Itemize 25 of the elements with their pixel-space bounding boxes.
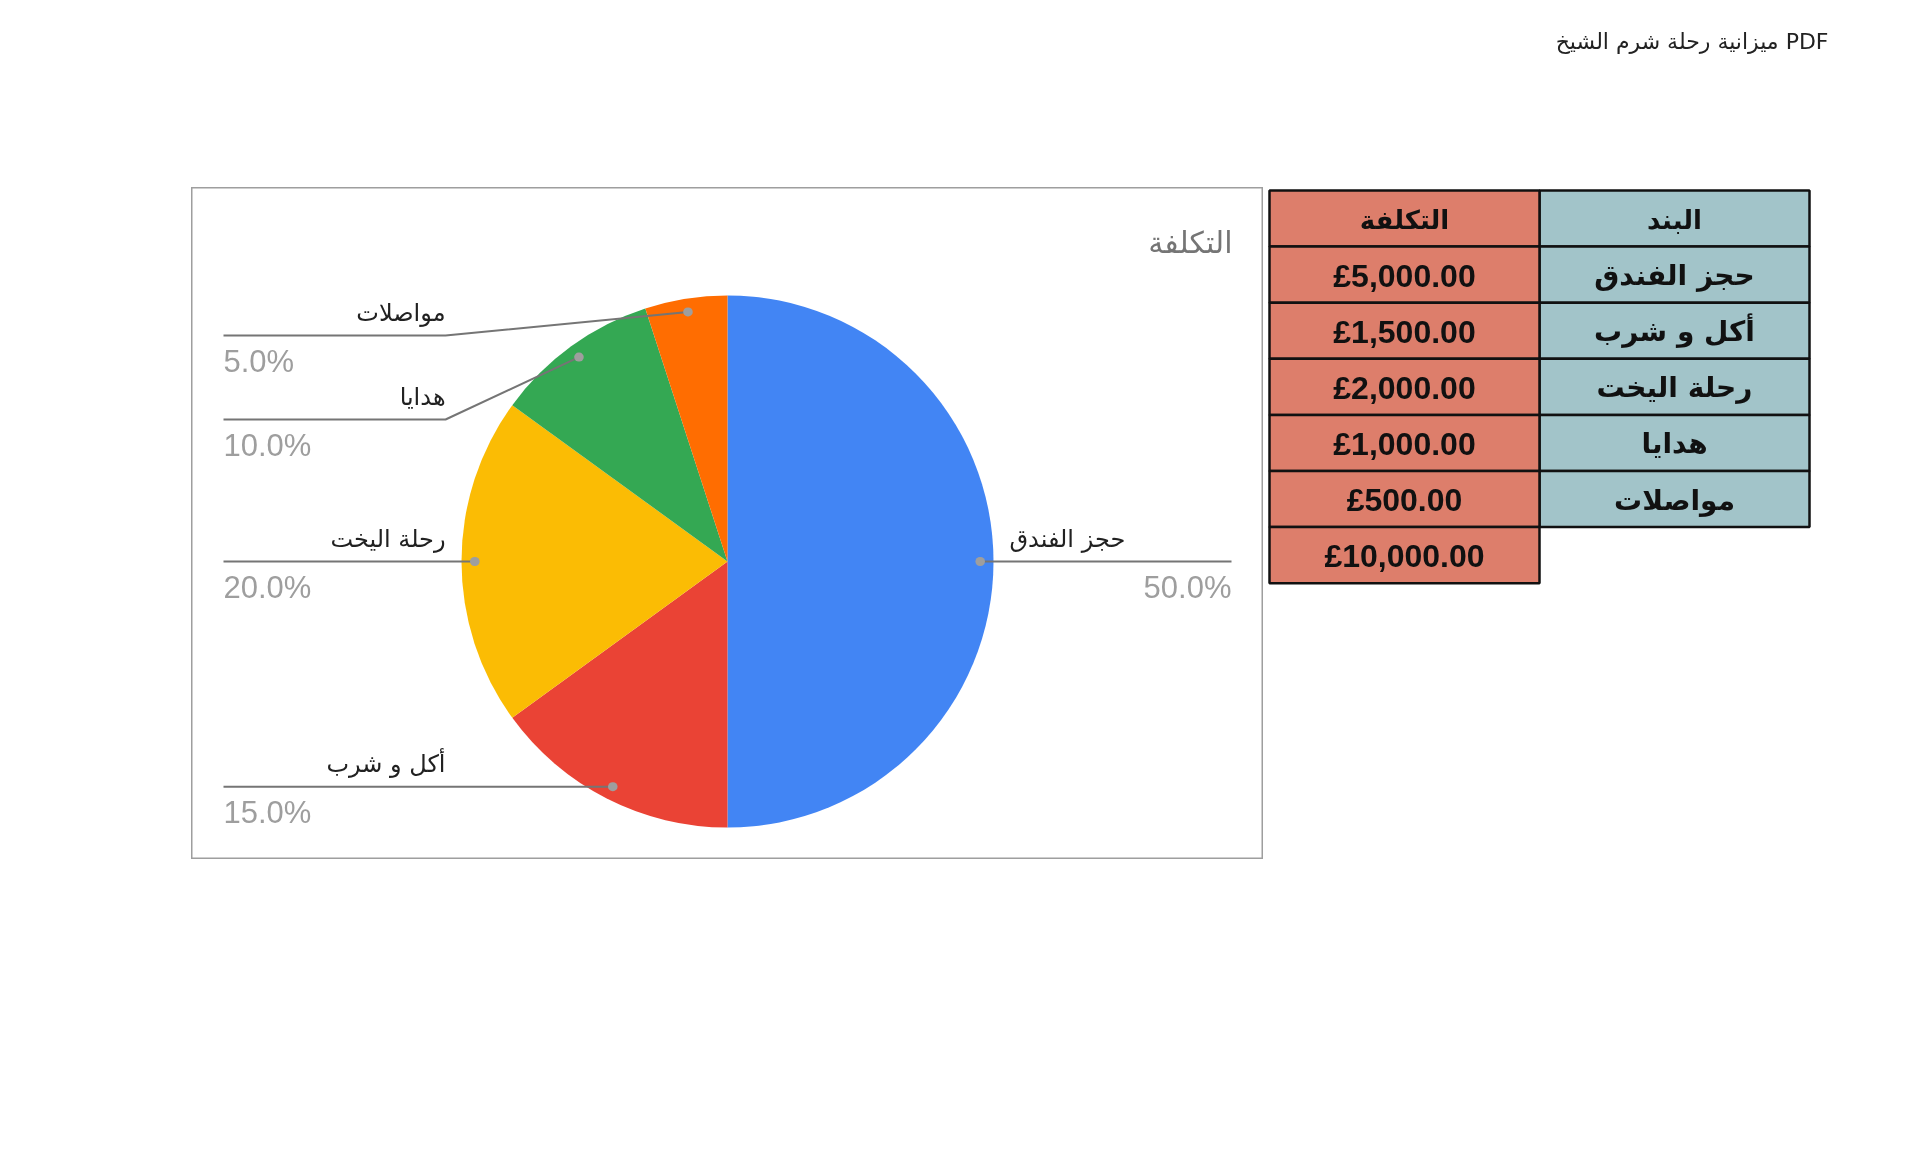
slice-label: حجز الفندق (1009, 524, 1126, 553)
slice-label: أكل و شرب (326, 747, 446, 778)
category-label: حجز الفندق (1594, 259, 1755, 293)
slice-label: رحلة اليخت (330, 524, 446, 553)
data-label: 20.0% (223, 569, 312, 605)
chart-title: التكلفة (1148, 225, 1233, 260)
category-label: مواصلات (1614, 483, 1735, 517)
data-label: £2,000.00 (1333, 369, 1476, 406)
text: البند (1647, 204, 1702, 235)
data-label: £1,000.00 (1333, 425, 1476, 462)
category-label: أكل و شرب (1594, 313, 1755, 349)
category-label: رحلة اليخت (1596, 371, 1753, 405)
category-label: هدايا (1641, 427, 1708, 461)
text: ميزانية رحلة شرم الشيخ PDF (1555, 29, 1829, 54)
slice-label: مواصلات (356, 298, 446, 327)
data-label: 15.0% (223, 794, 312, 830)
data-label: £1,500.00 (1333, 313, 1476, 350)
data-label: 50.0% (1143, 569, 1232, 605)
data-label: 10.0% (223, 427, 312, 463)
data-label: £5,000.00 (1333, 257, 1476, 294)
data-label: £500.00 (1346, 482, 1463, 519)
text: التكلفة (1359, 204, 1450, 235)
data-label: 5.0% (223, 343, 295, 379)
text: £10,000.00 (1324, 538, 1485, 575)
slice-label: هدايا (399, 382, 446, 411)
